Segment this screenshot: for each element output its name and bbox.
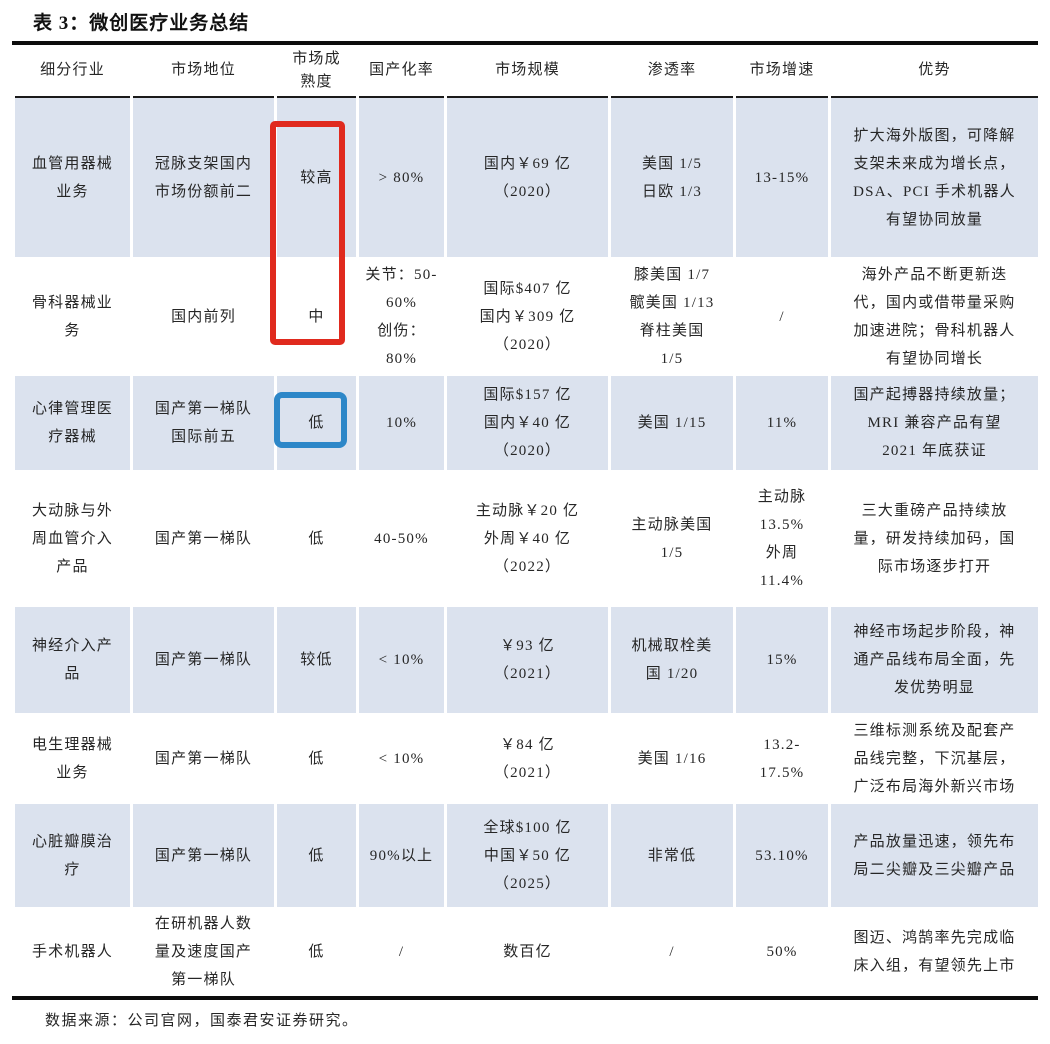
cell-position: 国产第一梯队 xyxy=(130,804,277,907)
cell-penetration: 美国 1/5 日欧 1/3 xyxy=(608,97,736,257)
row-cardiac-rhythm-management: 心律管理医 疗器械 国产第一梯队 国际前五 低 10% 国际$157 亿 国内￥… xyxy=(12,376,1041,470)
cell-maturity: 中 xyxy=(274,257,359,376)
cell-penetration: 非常低 xyxy=(608,804,736,907)
cell-growth: 50% xyxy=(733,907,831,996)
cell-advantage: 产品放量迅速，领先布 局二尖瓣及三尖瓣产品 xyxy=(828,804,1041,907)
col-header-advantage: 优势 xyxy=(829,45,1040,98)
cell-segment: 骨科器械业 务 xyxy=(12,257,133,376)
cell-position: 国产第一梯队 xyxy=(130,470,277,607)
data-source-note: 数据来源：公司官网，国泰君安证券研究。 xyxy=(12,996,1038,1036)
row-vascular-devices: 血管用器械 业务 冠脉支架国内 市场份额前二 较高 > 80% 国内￥69 亿 … xyxy=(12,97,1041,257)
cell-growth: 53.10% xyxy=(733,804,831,907)
cell-market-size: 国内￥69 亿 （2020） xyxy=(444,97,611,257)
table-wrapper: 细分行业 市场地位 市场成 熟度 国产化率 市场规模 渗透率 市场增速 优势 血… xyxy=(12,45,1041,996)
cell-segment: 电生理器械 业务 xyxy=(12,713,133,804)
cell-position: 国产第一梯队 国际前五 xyxy=(130,376,277,470)
cell-maturity: 较高 xyxy=(274,97,359,257)
row-surgical-robot: 手术机器人 在研机器人数 量及速度国产 第一梯队 低 / 数百亿 / 50% 图… xyxy=(12,907,1041,996)
cell-market-size: 国际$407 亿 国内￥309 亿 （2020） xyxy=(444,257,611,376)
cell-growth: 11% xyxy=(733,376,831,470)
cell-segment: 心脏瓣膜治 疗 xyxy=(12,804,133,907)
cell-penetration: 膝美国 1/7 髋美国 1/13 脊柱美国 1/5 xyxy=(608,257,736,376)
cell-maturity: 低 xyxy=(274,713,359,804)
col-header-localization-rate: 国产化率 xyxy=(357,45,446,98)
cell-growth: / xyxy=(733,257,831,376)
cell-advantage: 三大重磅产品持续放 量，研发持续加码，国 际市场逐步打开 xyxy=(828,470,1041,607)
cell-market-size: 数百亿 xyxy=(444,907,611,996)
cell-growth: 15% xyxy=(733,607,831,713)
cell-position: 国产第一梯队 xyxy=(130,713,277,804)
cell-localization: 90%以上 xyxy=(356,804,447,907)
col-header-segment: 细分行业 xyxy=(13,45,132,98)
cell-penetration: / xyxy=(608,907,736,996)
cell-advantage: 神经市场起步阶段，神 通产品线布局全面，先 发优势明显 xyxy=(828,607,1041,713)
cell-market-size: 主动脉￥20 亿 外周￥40 亿 （2022） xyxy=(444,470,611,607)
cell-growth: 13.2- 17.5% xyxy=(733,713,831,804)
page-title: 表 3：微创医疗业务总结 xyxy=(12,4,1038,45)
cell-localization: 40-50% xyxy=(356,470,447,607)
cell-localization: < 10% xyxy=(356,607,447,713)
cell-growth: 13-15% xyxy=(733,97,831,257)
col-header-market-maturity: 市场成 熟度 xyxy=(275,45,358,98)
cell-maturity: 低 xyxy=(274,376,359,470)
cell-position: 国产第一梯队 xyxy=(130,607,277,713)
cell-localization: < 10% xyxy=(356,713,447,804)
cell-penetration: 美国 1/15 xyxy=(608,376,736,470)
cell-advantage: 扩大海外版图，可降解 支架未来成为增长点， DSA、PCI 手术机器人 有望协同… xyxy=(828,97,1041,257)
cell-position: 在研机器人数 量及速度国产 第一梯队 xyxy=(130,907,277,996)
cell-penetration: 机械取栓美 国 1/20 xyxy=(608,607,736,713)
cell-penetration: 主动脉美国 1/5 xyxy=(608,470,736,607)
cell-market-size: 国际$157 亿 国内￥40 亿 （2020） xyxy=(444,376,611,470)
row-neuro-intervention: 神经介入产 品 国产第一梯队 较低 < 10% ￥93 亿 （2021） 机械取… xyxy=(12,607,1041,713)
header-row: 细分行业 市场地位 市场成 熟度 国产化率 市场规模 渗透率 市场增速 优势 xyxy=(13,45,1040,98)
col-header-market-size: 市场规模 xyxy=(445,45,610,98)
cell-localization: 10% xyxy=(356,376,447,470)
cell-localization: / xyxy=(356,907,447,996)
cell-segment: 大动脉与外 周血管介入 产品 xyxy=(12,470,133,607)
row-orthopedics: 骨科器械业 务 国内前列 中 关节：50- 60% 创伤： 80% 国际$407… xyxy=(12,257,1041,376)
cell-localization: 关节：50- 60% 创伤： 80% xyxy=(356,257,447,376)
cell-advantage: 三维标测系统及配套产 品线完整，下沉基层， 广泛布局海外新兴市场 xyxy=(828,713,1041,804)
col-header-market-growth: 市场增速 xyxy=(734,45,830,98)
cell-advantage: 国产起搏器持续放量； MRI 兼容产品有望 2021 年底获证 xyxy=(828,376,1041,470)
cell-market-size: ￥93 亿 （2021） xyxy=(444,607,611,713)
cell-segment: 血管用器械 业务 xyxy=(12,97,133,257)
cell-advantage: 海外产品不断更新迭 代，国内或借带量采购 加速进院；骨科机器人 有望协同增长 xyxy=(828,257,1041,376)
col-header-penetration-rate: 渗透率 xyxy=(609,45,735,98)
cell-segment: 神经介入产 品 xyxy=(12,607,133,713)
cell-segment: 手术机器人 xyxy=(12,907,133,996)
cell-maturity: 较低 xyxy=(274,607,359,713)
cell-maturity: 低 xyxy=(274,907,359,996)
table-header: 细分行业 市场地位 市场成 熟度 国产化率 市场规模 渗透率 市场增速 优势 xyxy=(13,45,1040,98)
business-summary-table: 细分行业 市场地位 市场成 熟度 国产化率 市场规模 渗透率 市场增速 优势 血… xyxy=(12,45,1041,996)
cell-segment: 心律管理医 疗器械 xyxy=(12,376,133,470)
cell-market-size: 全球$100 亿 中国￥50 亿 （2025） xyxy=(444,804,611,907)
cell-market-size: ￥84 亿 （2021） xyxy=(444,713,611,804)
cell-maturity: 低 xyxy=(274,804,359,907)
col-header-market-position: 市场地位 xyxy=(131,45,276,98)
row-heart-valve: 心脏瓣膜治 疗 国产第一梯队 低 90%以上 全球$100 亿 中国￥50 亿 … xyxy=(12,804,1041,907)
cell-position: 冠脉支架国内 市场份额前二 xyxy=(130,97,277,257)
cell-localization: > 80% xyxy=(356,97,447,257)
cell-position: 国内前列 xyxy=(130,257,277,376)
cell-advantage: 图迈、鸿鹄率先完成临 床入组，有望领先上市 xyxy=(828,907,1041,996)
row-electrophysiology: 电生理器械 业务 国产第一梯队 低 < 10% ￥84 亿 （2021） 美国 … xyxy=(12,713,1041,804)
row-aortic-peripheral-vascular: 大动脉与外 周血管介入 产品 国产第一梯队 低 40-50% 主动脉￥20 亿 … xyxy=(12,470,1041,607)
cell-growth: 主动脉 13.5% 外周 11.4% xyxy=(733,470,831,607)
cell-penetration: 美国 1/16 xyxy=(608,713,736,804)
cell-maturity: 低 xyxy=(274,470,359,607)
